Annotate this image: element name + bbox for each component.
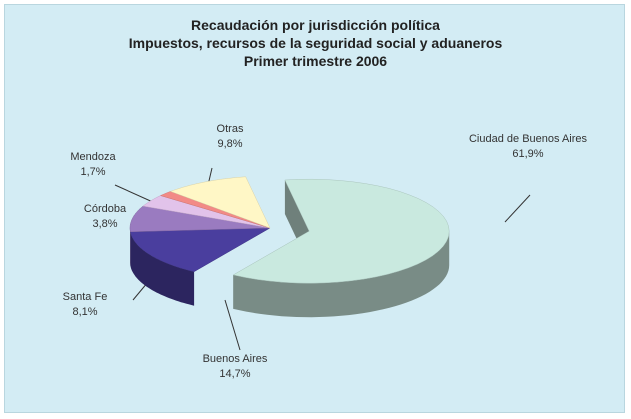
value-label: 61,9% [512, 148, 544, 160]
slice-label: Buenos Aires 14,7% [190, 352, 280, 382]
slice [232, 178, 450, 284]
slice-label: Mendoza 1,7% [58, 150, 128, 180]
value-label: 14,7% [219, 368, 251, 380]
slice [129, 205, 271, 233]
chart-subtitle: Impuestos, recursos de la seguridad soci… [128, 35, 503, 51]
slice [142, 195, 271, 229]
chart-period: Primer trimestre 2006 [243, 53, 388, 69]
leader-line [504, 194, 531, 223]
slice [130, 227, 271, 272]
slice-label: Córdoba 3,8% [70, 202, 140, 232]
value-label: 3,8% [92, 218, 118, 230]
slice-side [233, 231, 450, 318]
slice-label: Santa Fe 8,1% [45, 290, 125, 320]
category-label: Buenos Aires [202, 353, 268, 365]
slice [169, 176, 271, 229]
category-label: Santa Fe [62, 291, 108, 303]
chart-title: Recaudación por jurisdicción política [191, 17, 440, 33]
value-label: 8,1% [72, 306, 98, 318]
category-label: Ciudad de Buenos Aires [468, 133, 588, 145]
category-label: Mendoza [70, 151, 116, 163]
slice-label: Ciudad de Buenos Aires 61,9% [458, 132, 598, 162]
value-label: 1,7% [80, 166, 106, 178]
pie [129, 176, 450, 318]
leader-line [224, 299, 241, 351]
slice-side [130, 231, 195, 306]
slice [160, 191, 271, 229]
category-label: Córdoba [83, 203, 127, 215]
slice-label: Otras 9,8% [190, 122, 270, 152]
value-label: 9,8% [217, 138, 243, 150]
category-label: Otras [216, 123, 244, 135]
